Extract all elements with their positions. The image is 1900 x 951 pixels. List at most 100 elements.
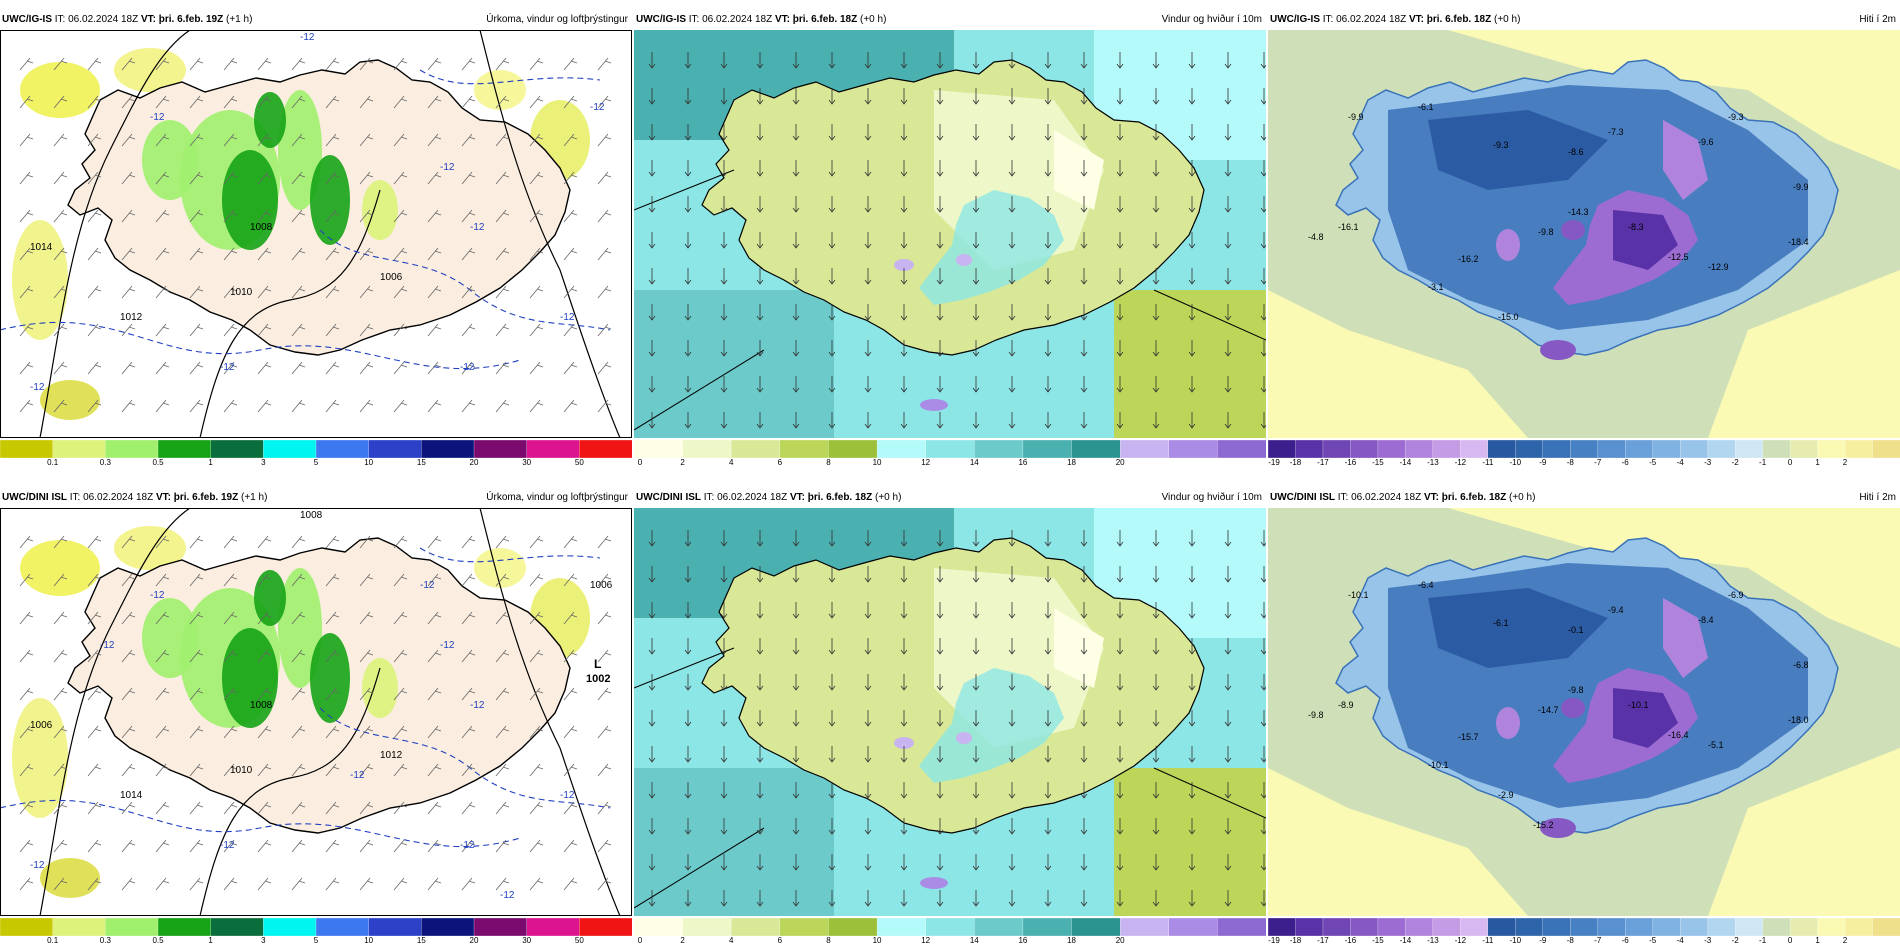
valid-time: þri. 6.feb. 18Z xyxy=(1426,13,1492,25)
valid-time-label: VT: xyxy=(140,13,156,25)
contour-label: -12 xyxy=(440,162,455,173)
temperature-label: -8.6 xyxy=(1568,147,1584,157)
colorbar-swatch xyxy=(526,918,580,936)
temperature-label: -14.3 xyxy=(1568,207,1589,217)
colorbar-swatch xyxy=(1597,440,1626,458)
colorbar xyxy=(634,918,1266,936)
contour-label: -12 xyxy=(460,362,475,373)
contour-label: 1012 xyxy=(380,750,403,761)
colorbar-swatch xyxy=(1652,440,1681,458)
colorbar-swatch xyxy=(0,440,54,458)
colorbar-tick-label: 0.3 xyxy=(99,936,111,945)
colorbar-swatch xyxy=(1515,918,1544,936)
colorbar-tick-label: 0.1 xyxy=(47,458,59,467)
colorbar-tick-label: 18 xyxy=(1067,936,1076,945)
lead-time: (+0 h) xyxy=(875,491,902,503)
colorbar-swatches xyxy=(1268,440,1900,458)
colorbar-tick-label: 50 xyxy=(574,936,584,945)
contour-label: -12 xyxy=(460,840,475,851)
colorbar-tick-label: -1 xyxy=(1759,936,1767,945)
panel-header: UWC/DINI ISL IT: 06.02.2024 18Z VT: þri.… xyxy=(0,486,632,508)
colorbar-swatch xyxy=(1762,918,1791,936)
lead-time: (+0 h) xyxy=(1494,13,1521,25)
temperature-label: -4.8 xyxy=(1308,232,1324,242)
colorbar-swatch xyxy=(1377,440,1407,458)
colorbar-tick-label: 5 xyxy=(313,936,319,945)
model-name: UWC/DINI ISL xyxy=(636,491,701,503)
temperature-label: -16.1 xyxy=(1338,222,1359,232)
colorbar-swatches xyxy=(634,918,1266,936)
colorbar-swatch xyxy=(974,918,1024,936)
contour-label: 1006 xyxy=(380,272,403,283)
panel-info: UWC/DINI ISL IT: 06.02.2024 18Z VT: þri.… xyxy=(634,492,901,503)
colorbar-tick-label: -7 xyxy=(1594,458,1602,467)
colorbar-swatch xyxy=(1350,918,1379,936)
wind-field-map xyxy=(634,508,1266,916)
colorbar-swatch xyxy=(682,918,732,936)
contour-label: -12 xyxy=(150,590,165,601)
colorbar-tick-label: -11 xyxy=(1482,458,1494,467)
precip-field-map: 1008 1010 1014 1012 1006 -12 -12 -12 -12 -12 -12 -1… xyxy=(0,30,632,438)
colorbar-tick-label: 0.5 xyxy=(152,458,164,467)
colorbar-swatch xyxy=(1217,918,1266,936)
colorbar-swatch xyxy=(634,918,684,936)
init-time: IT: 06.02.2024 18Z xyxy=(69,491,154,503)
colorbar-tick-label: 14 xyxy=(969,458,979,467)
colorbar-tick-label: -11 xyxy=(1482,936,1494,945)
colorbar xyxy=(0,918,632,936)
colorbar-tick-label: -8 xyxy=(1566,936,1574,945)
colorbar-swatch xyxy=(52,918,106,936)
colorbar-swatch xyxy=(1597,918,1626,936)
panel-title: Vindur og hviður í 10m xyxy=(1161,491,1262,503)
colorbar-swatches xyxy=(0,918,632,936)
colorbar-tick-label: 30 xyxy=(522,458,532,467)
colorbar-tick-label: 12 xyxy=(921,936,931,945)
colorbar-swatch xyxy=(1844,918,1874,936)
map-canvas: -9.9 -6.1 -9.3 -8.6 -7.3 -9.6 -9.3 -9.9 -4.8 -16.… xyxy=(1268,30,1900,438)
colorbar-tick-label: -5 xyxy=(1649,458,1657,467)
colorbar-swatch xyxy=(1377,918,1407,936)
colorbar-swatch xyxy=(157,918,212,936)
colorbar-tick-label: -14 xyxy=(1399,458,1412,467)
colorbar-swatch xyxy=(1872,918,1900,936)
colorbar-tick-label: 50 xyxy=(574,458,584,467)
colorbar-swatches xyxy=(634,440,1266,458)
colorbar-swatch xyxy=(1322,918,1352,936)
lead-time: (+0 h) xyxy=(1509,491,1536,503)
temperature-label: -9.6 xyxy=(1698,137,1714,147)
colorbar-swatch xyxy=(1405,440,1434,458)
panel-info: UWC/IG-IS IT: 06.02.2024 18Z VT: þri. 6.… xyxy=(634,14,886,25)
colorbar-tick-label: 14 xyxy=(969,936,979,945)
colorbar-swatch xyxy=(368,918,422,936)
colorbar-tick-label: 0 xyxy=(1787,458,1793,467)
temperature-label: -3.1 xyxy=(1428,282,1444,292)
colorbar-tick-label: -2 xyxy=(1731,458,1739,467)
colorbar-swatch xyxy=(105,918,159,936)
colorbar-swatch xyxy=(1570,440,1599,458)
colorbar-tick-label: 0 xyxy=(637,458,643,467)
contour-label: -12 xyxy=(420,580,435,591)
colorbar-tick-label: -15 xyxy=(1372,936,1384,945)
model-name: UWC/IG-IS xyxy=(1270,13,1320,25)
temperature-label: -16.2 xyxy=(1458,254,1479,264)
colorbar-tick-label: -16 xyxy=(1344,936,1357,945)
temperature-label: -9.8 xyxy=(1568,685,1584,695)
temp-field-map: -9.9 -6.1 -9.3 -8.6 -7.3 -9.6 -9.3 -9.9 -4.8 -16.… xyxy=(1268,30,1900,438)
colorbar-swatch xyxy=(1707,918,1736,936)
colorbar-swatch xyxy=(1817,918,1846,936)
colorbar-tick-label: 2 xyxy=(680,458,685,467)
map-canvas: 1008 1010 1014 1012 1006 -12 -12 -12 -12 -12 -12 -1… xyxy=(0,30,632,438)
colorbar-tick-label: 18 xyxy=(1067,458,1076,467)
precip-map-panel: UWC/DINI ISL IT: 06.02.2024 18Z VT: þri.… xyxy=(0,486,632,951)
colorbar-swatch xyxy=(1168,918,1219,936)
colorbar-swatch xyxy=(1625,918,1654,936)
temperature-label: -5.1 xyxy=(1708,740,1724,750)
colorbar-swatch xyxy=(731,918,781,936)
temperature-label: -0.1 xyxy=(1568,625,1584,635)
colorbar-swatch xyxy=(1844,440,1874,458)
colorbar-tick-label: 4 xyxy=(728,458,734,467)
panel-title: Úrkoma, vindur og loftþrýstingur xyxy=(486,13,628,25)
contour-label: -12 xyxy=(590,102,605,113)
colorbar-tick-label: 5 xyxy=(313,458,319,467)
colorbar-swatch xyxy=(1168,440,1219,458)
